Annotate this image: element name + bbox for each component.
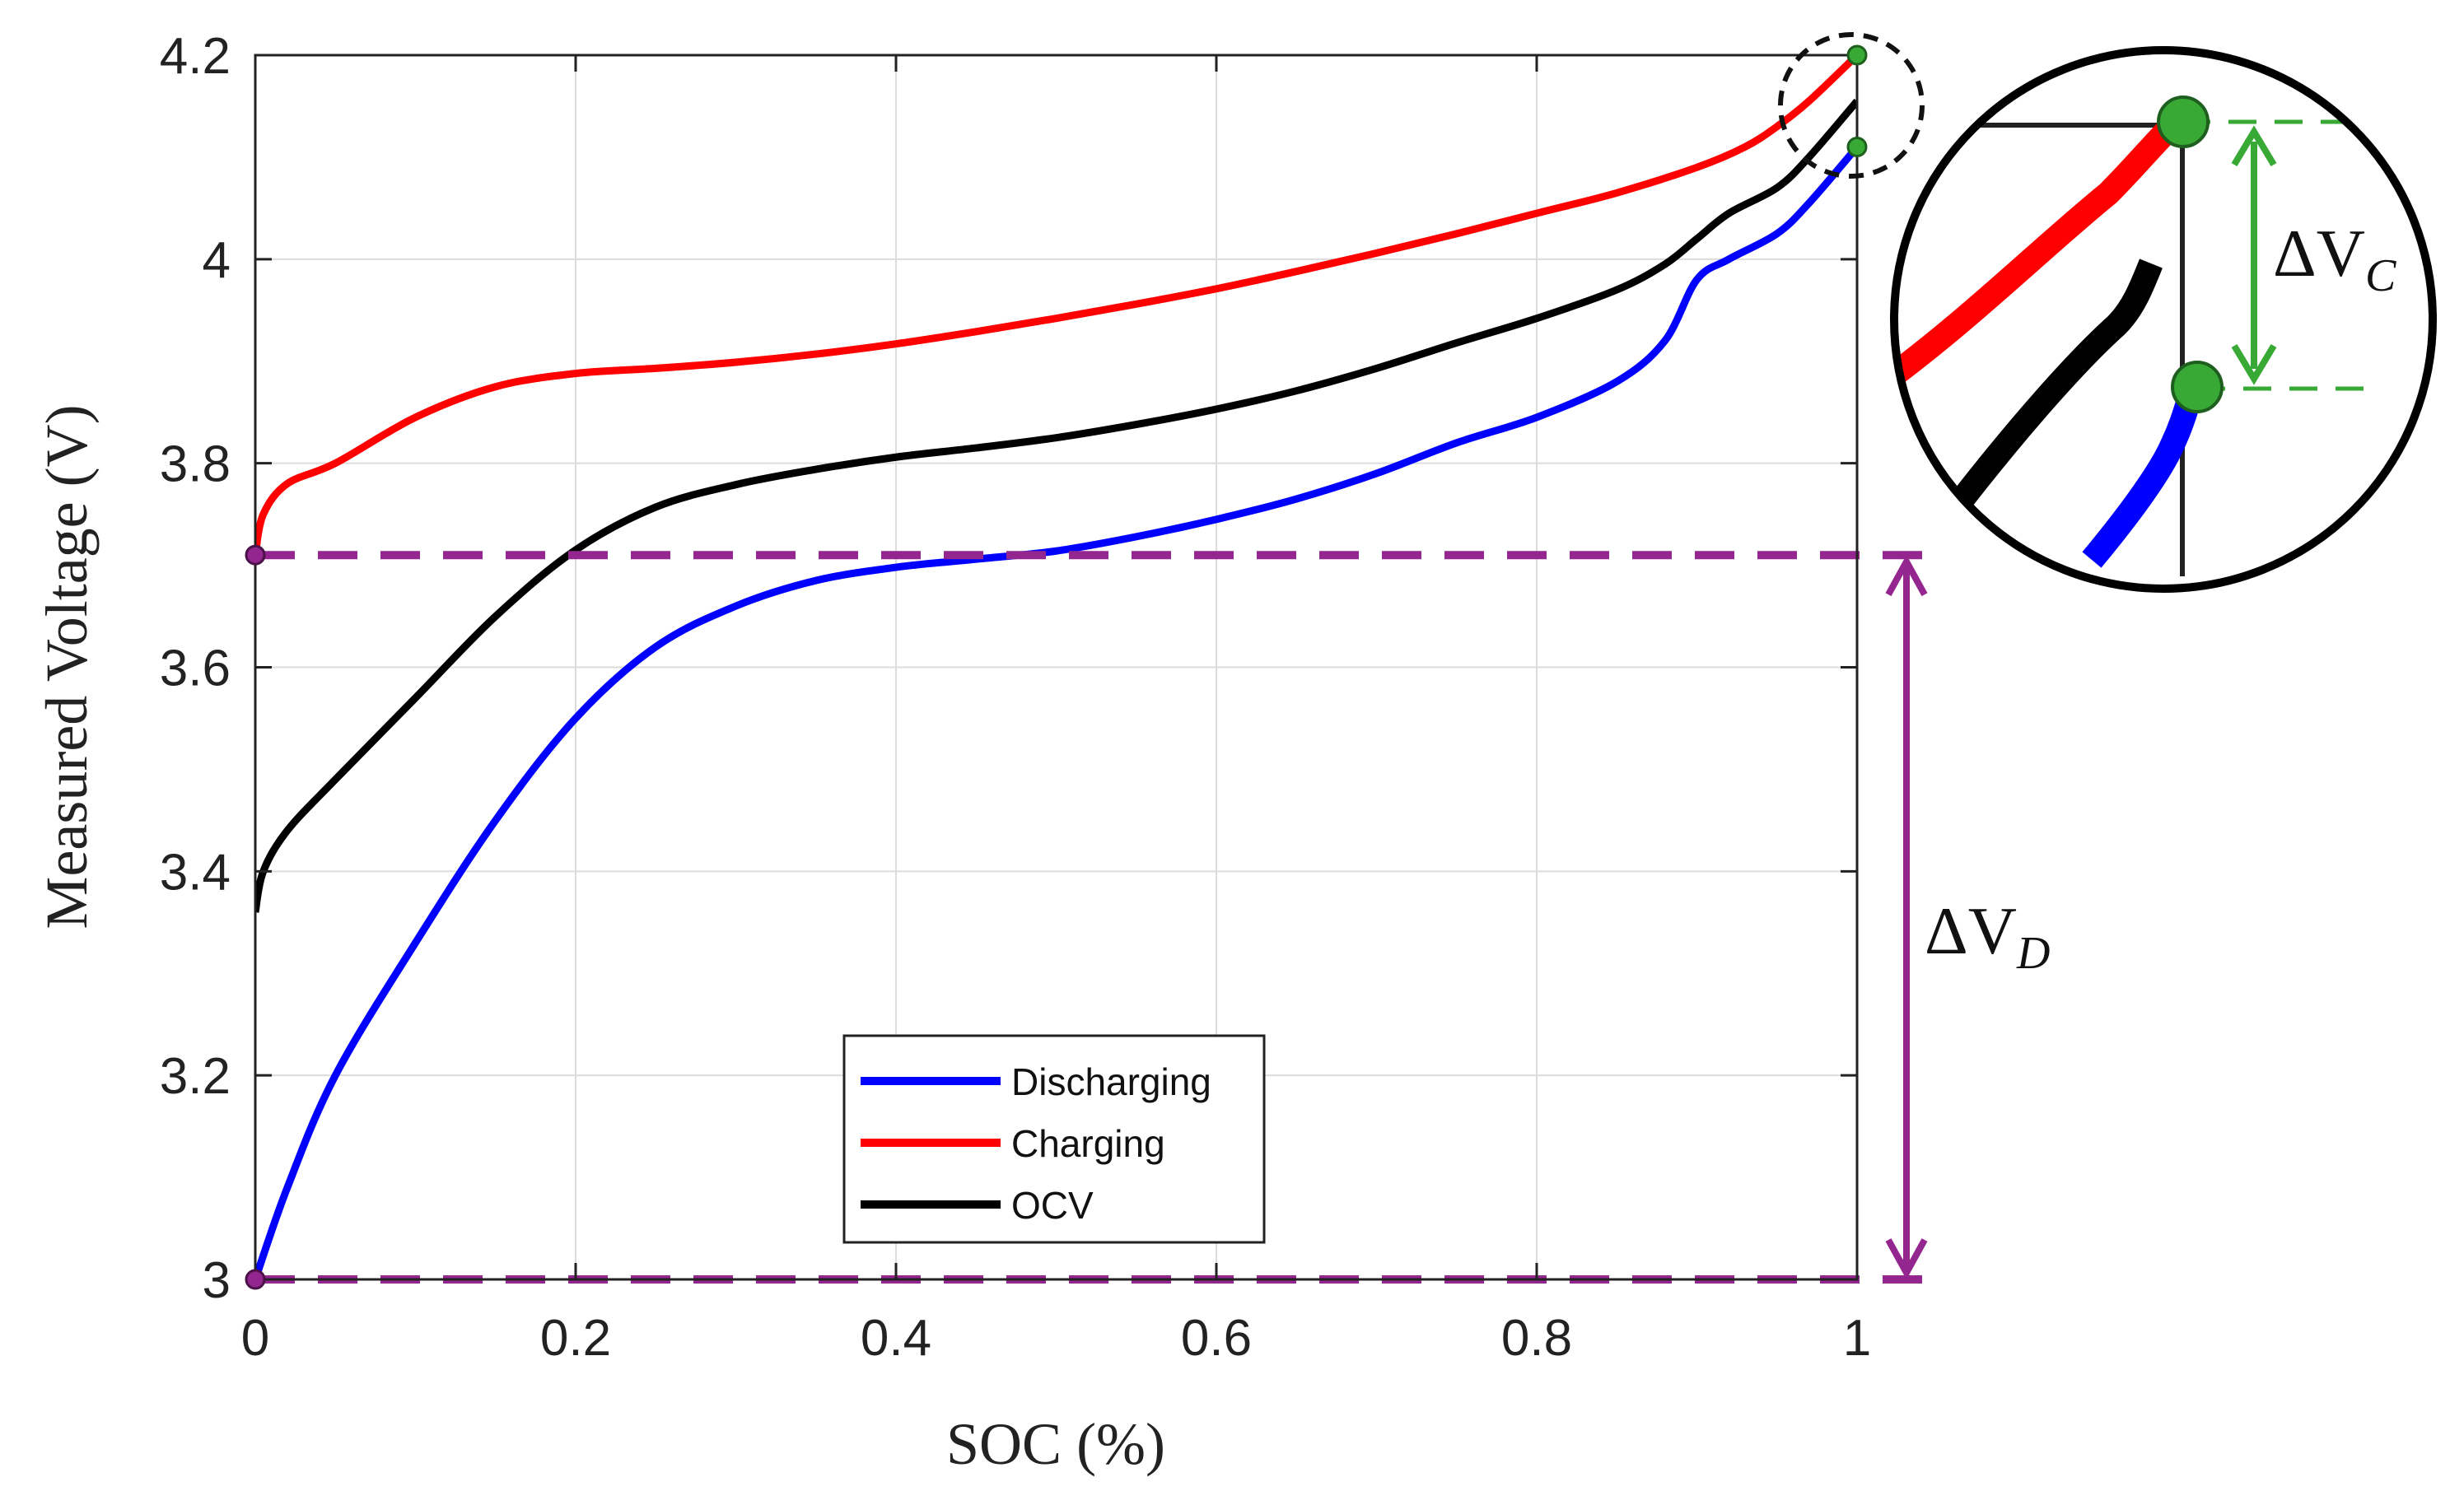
y-tick-label: 3.2	[160, 1048, 231, 1105]
legend: Discharging Charging OCV	[842, 1034, 1266, 1244]
delta-vc-text: ΔVC	[2273, 216, 2396, 301]
x-tick-label: 0.2	[540, 1310, 611, 1367]
zoom-inset-top-marker	[2157, 96, 2210, 148]
series-group	[255, 55, 1857, 1279]
delta-vc-main: ΔV	[2273, 216, 2365, 291]
x-tick-label: 0.4	[861, 1310, 931, 1367]
delta-vc-sub: C	[2365, 250, 2396, 301]
legend-label-discharging: Discharging	[1011, 1060, 1211, 1103]
y-tick-label: 3	[203, 1252, 231, 1309]
delta-vc-arrowhead-bottom	[2231, 343, 2277, 385]
zoom-inset-ocv-curve	[1950, 259, 2163, 510]
x-tick-label: 0.8	[1501, 1310, 1572, 1367]
delta-vd-arrowhead-bottom	[1885, 1238, 1928, 1280]
zoom-inset-background	[1894, 50, 2433, 589]
delta-vd-label: ΔVD	[1925, 893, 2050, 979]
zoom-inset-border	[1890, 46, 2437, 593]
zoom-inset-charging-curve	[1894, 114, 2183, 398]
y-tick-label: 3.6	[160, 641, 231, 697]
zoom-source-circle	[1778, 32, 1925, 179]
delta-vd-sub: D	[2016, 928, 2050, 979]
green-marker	[1846, 44, 1868, 66]
y-tick-label: 3.8	[160, 436, 231, 493]
point-markers	[245, 44, 1868, 1290]
legend-label-charging: Charging	[1011, 1122, 1165, 1165]
series-line-ocv	[255, 98, 1857, 913]
purple-marker	[245, 1269, 266, 1290]
series-line-charging	[255, 55, 1857, 557]
x-tick-label: 0.6	[1181, 1310, 1252, 1367]
x-axis-ticks: 0 0.2 0.4 0.6 0.8 1	[241, 55, 1871, 1367]
legend-label-ocv: OCV	[1011, 1184, 1094, 1227]
y-axis-title: Measured Voltage (V)	[34, 404, 100, 929]
purple-marker	[245, 544, 266, 566]
y-tick-label: 4.2	[160, 28, 231, 85]
green-marker	[1846, 137, 1868, 158]
series-line-discharging	[255, 144, 1857, 1279]
x-axis-title: SOC (%)	[946, 1411, 1165, 1477]
delta-vd-text: ΔVD	[1925, 893, 2050, 979]
delta-vd-arrowhead-top	[1885, 554, 1928, 597]
delta-vd-main: ΔV	[1925, 893, 2017, 968]
y-tick-label: 4	[203, 232, 231, 289]
x-tick-label: 0	[241, 1310, 269, 1367]
delta-vd-arrow	[1885, 554, 1928, 1280]
zoom-inset-bottom-marker	[2171, 361, 2224, 413]
zoom-inset: ΔVC	[1890, 46, 2437, 593]
x-tick-label: 1	[1843, 1310, 1871, 1367]
y-tick-label: 3.4	[160, 844, 231, 901]
y-axis-ticks: 3 3.2 3.4 3.6 3.8 4 4.2	[160, 28, 1857, 1309]
delta-vc-arrowhead-top	[2231, 125, 2277, 167]
